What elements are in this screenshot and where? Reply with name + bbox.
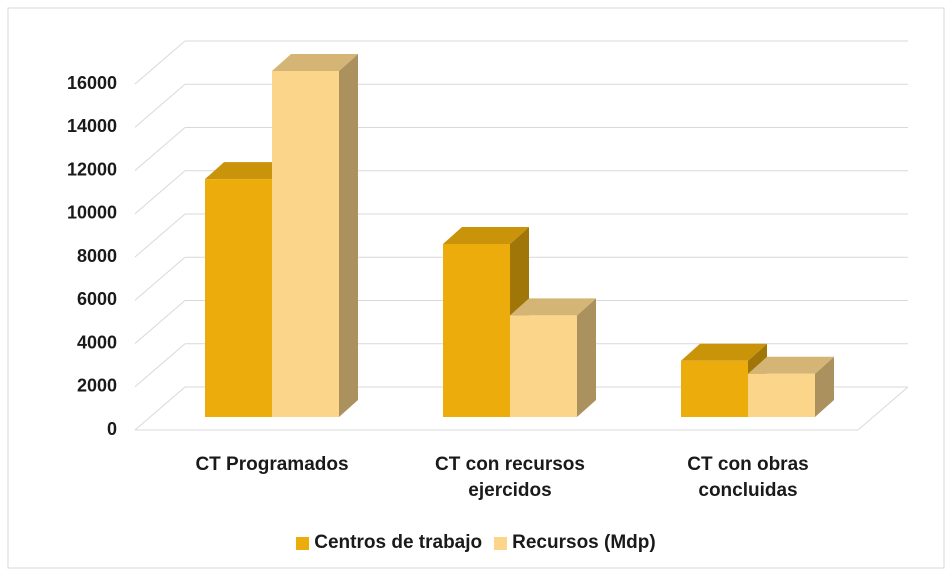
bar-side	[339, 54, 358, 417]
legend-swatch	[296, 536, 310, 550]
grid-line-side	[134, 83, 186, 128]
grid-line-side	[134, 386, 186, 431]
bar	[443, 244, 510, 417]
legend-label: Centros de trabajo	[314, 532, 483, 553]
grid-line-side	[134, 40, 186, 85]
grid-line-side	[134, 170, 186, 215]
bar	[748, 373, 815, 417]
bar-side	[577, 298, 596, 417]
bar-top	[748, 356, 834, 374]
floor-right	[857, 386, 909, 431]
bar	[205, 179, 272, 417]
bar	[510, 315, 577, 417]
legend-swatch	[494, 536, 508, 550]
legend-label: Recursos (Mdp)	[512, 532, 656, 553]
y-tick-label: 0	[107, 419, 117, 439]
legend: Centros de trabajo Recursos (Mdp)	[0, 532, 952, 556]
y-tick-label: 8000	[77, 246, 117, 266]
bar-top	[205, 162, 291, 180]
x-tick-label: CT Programados	[195, 454, 349, 475]
y-tick-label: 6000	[77, 289, 117, 309]
legend-item: Recursos (Mdp)	[494, 532, 656, 554]
y-tick-label: 4000	[77, 332, 117, 352]
grid-line-side	[134, 213, 186, 258]
bar-top	[272, 54, 358, 71]
y-tick-label: 10000	[67, 203, 117, 223]
chart-border	[7, 7, 945, 569]
bar	[272, 71, 339, 417]
y-tick-label: 16000	[67, 73, 117, 93]
grid-line-side	[134, 300, 186, 344]
y-tick-label: 12000	[67, 159, 117, 179]
bar-side	[815, 356, 834, 417]
x-tick-label: CT con obras concluidas	[687, 454, 809, 501]
legend-item: Centros de trabajo	[296, 532, 482, 554]
bar	[681, 360, 748, 417]
y-tick-label: 2000	[77, 376, 117, 396]
grid-line-side	[134, 256, 186, 301]
x-tick-label: CT con recursos ejercidos	[435, 454, 585, 501]
bar-top	[510, 298, 596, 316]
bar-top	[681, 343, 767, 361]
bar-top	[443, 227, 529, 244]
grid-line-side	[134, 343, 186, 388]
y-tick-label: 14000	[67, 116, 117, 136]
grid-line-side	[134, 127, 186, 171]
